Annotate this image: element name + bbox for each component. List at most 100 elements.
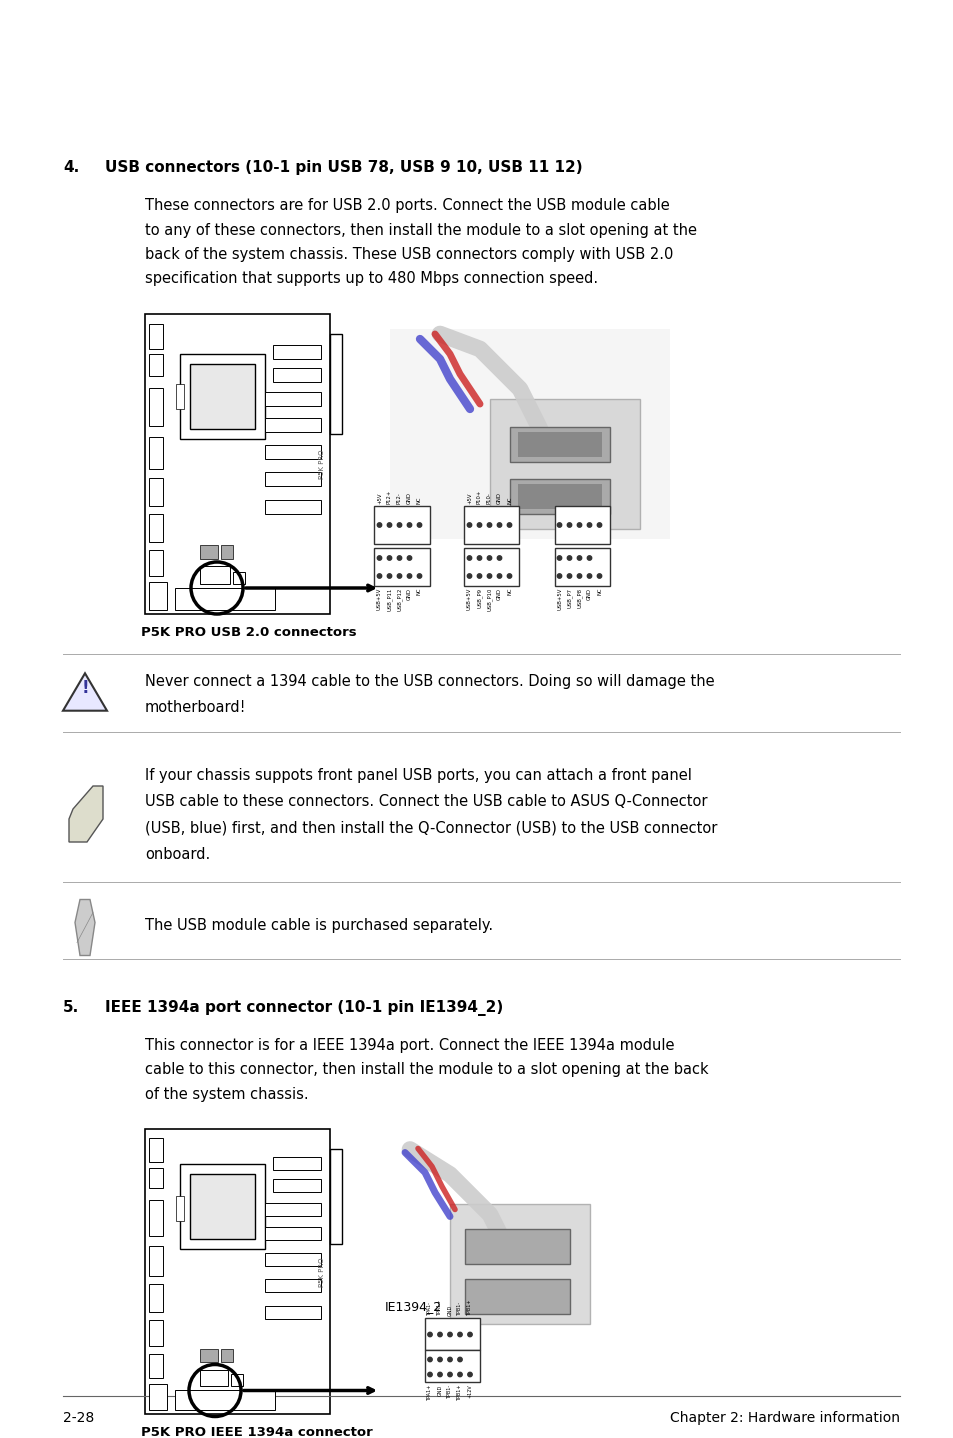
Text: PIN: PIN: [424, 1356, 435, 1362]
Text: GND: GND: [447, 1306, 452, 1317]
Polygon shape: [63, 673, 107, 710]
Bar: [149, 388, 163, 426]
Bar: [330, 1149, 341, 1244]
Text: +12V: +12V: [467, 1385, 472, 1398]
Circle shape: [437, 1357, 442, 1362]
Circle shape: [447, 1357, 452, 1362]
Circle shape: [467, 574, 471, 578]
Text: PIN1: PIN1: [375, 552, 390, 558]
Bar: [517, 485, 601, 509]
Circle shape: [376, 523, 381, 528]
Text: USB_P10: USB_P10: [486, 588, 492, 611]
Text: USB_P8: USB_P8: [576, 588, 581, 608]
Circle shape: [577, 557, 581, 561]
Bar: [265, 444, 320, 459]
Text: USB_P7: USB_P7: [566, 588, 572, 608]
Text: specification that supports up to 480 Mbps connection speed.: specification that supports up to 480 Mb…: [145, 272, 598, 286]
Bar: [149, 1284, 163, 1313]
Bar: [265, 472, 320, 486]
Circle shape: [587, 557, 591, 561]
Bar: [490, 398, 639, 529]
Bar: [273, 1179, 320, 1192]
Text: TPB1-: TPB1-: [457, 1303, 462, 1317]
Text: TPB1-: TPB1-: [447, 1385, 452, 1399]
Circle shape: [497, 523, 501, 528]
Circle shape: [387, 523, 392, 528]
Circle shape: [427, 1332, 432, 1337]
Bar: [200, 1349, 218, 1362]
Circle shape: [597, 523, 601, 528]
Circle shape: [497, 574, 501, 578]
Bar: [265, 1254, 320, 1267]
Text: USB1112: USB1112: [373, 519, 430, 532]
Circle shape: [567, 557, 571, 561]
Text: !: !: [81, 679, 89, 697]
Bar: [149, 1247, 163, 1277]
Circle shape: [467, 1332, 472, 1337]
Circle shape: [396, 557, 401, 561]
Text: GND: GND: [497, 588, 501, 600]
Circle shape: [427, 1372, 432, 1376]
Text: USB_P11: USB_P11: [386, 588, 392, 611]
Bar: [149, 582, 167, 610]
Text: motherboard!: motherboard!: [145, 700, 246, 715]
Bar: [464, 1280, 569, 1314]
Circle shape: [577, 574, 581, 578]
Text: back of the system chassis. These USB connectors comply with USB 2.0: back of the system chassis. These USB co…: [145, 247, 673, 262]
Bar: [231, 1375, 243, 1386]
Bar: [221, 545, 233, 559]
Text: USB910: USB910: [467, 519, 517, 532]
Text: GND: GND: [407, 492, 412, 503]
Text: cable to this connector, then install the module to a slot opening at the back: cable to this connector, then install th…: [145, 1063, 708, 1077]
Bar: [390, 329, 669, 539]
Text: TPA1+: TPA1+: [437, 1300, 442, 1317]
Bar: [375, 506, 429, 544]
Bar: [221, 1349, 233, 1362]
Bar: [375, 548, 429, 587]
Text: USB+5V: USB+5V: [467, 588, 472, 610]
Circle shape: [567, 523, 571, 528]
Bar: [200, 545, 218, 559]
Bar: [450, 1205, 589, 1324]
Circle shape: [507, 523, 511, 528]
Bar: [424, 1319, 479, 1350]
Circle shape: [407, 557, 412, 561]
Text: +5V: +5V: [467, 492, 472, 503]
Text: Chapter 2: Hardware information: Chapter 2: Hardware information: [669, 1411, 899, 1425]
Circle shape: [447, 1332, 452, 1337]
Circle shape: [387, 557, 392, 561]
Circle shape: [557, 557, 561, 561]
Bar: [149, 1169, 163, 1188]
Circle shape: [587, 523, 591, 528]
Bar: [510, 479, 609, 513]
Circle shape: [557, 523, 561, 528]
Circle shape: [437, 1372, 442, 1376]
Bar: [265, 1204, 320, 1217]
Bar: [554, 506, 609, 544]
Circle shape: [457, 1357, 461, 1362]
Text: P5K PRO: P5K PRO: [318, 1257, 325, 1287]
Text: This connector is for a IEEE 1394a port. Connect the IEEE 1394a module: This connector is for a IEEE 1394a port.…: [145, 1038, 674, 1053]
Text: NC: NC: [416, 496, 421, 503]
Text: 4.: 4.: [63, 160, 79, 175]
Bar: [63, 656, 899, 728]
Circle shape: [476, 574, 481, 578]
Circle shape: [467, 1372, 472, 1376]
Text: USB+5V: USB+5V: [557, 588, 561, 610]
Circle shape: [437, 1332, 442, 1337]
Bar: [174, 1391, 274, 1411]
Bar: [464, 1229, 569, 1264]
Circle shape: [497, 557, 501, 561]
Circle shape: [467, 523, 471, 528]
Text: P5K PRO IEEE 1394a connector: P5K PRO IEEE 1394a connector: [141, 1426, 373, 1438]
Bar: [273, 345, 320, 360]
Circle shape: [376, 574, 381, 578]
Bar: [265, 418, 320, 431]
Bar: [464, 506, 519, 544]
Text: PIN1: PIN1: [464, 552, 480, 558]
Text: Never connect a 1394 cable to the USB connectors. Doing so will damage the: Never connect a 1394 cable to the USB co…: [145, 674, 714, 689]
Text: P8-: P8-: [577, 496, 581, 503]
Bar: [175, 384, 184, 408]
Text: IE1394_2: IE1394_2: [385, 1300, 441, 1313]
Bar: [190, 1175, 254, 1240]
